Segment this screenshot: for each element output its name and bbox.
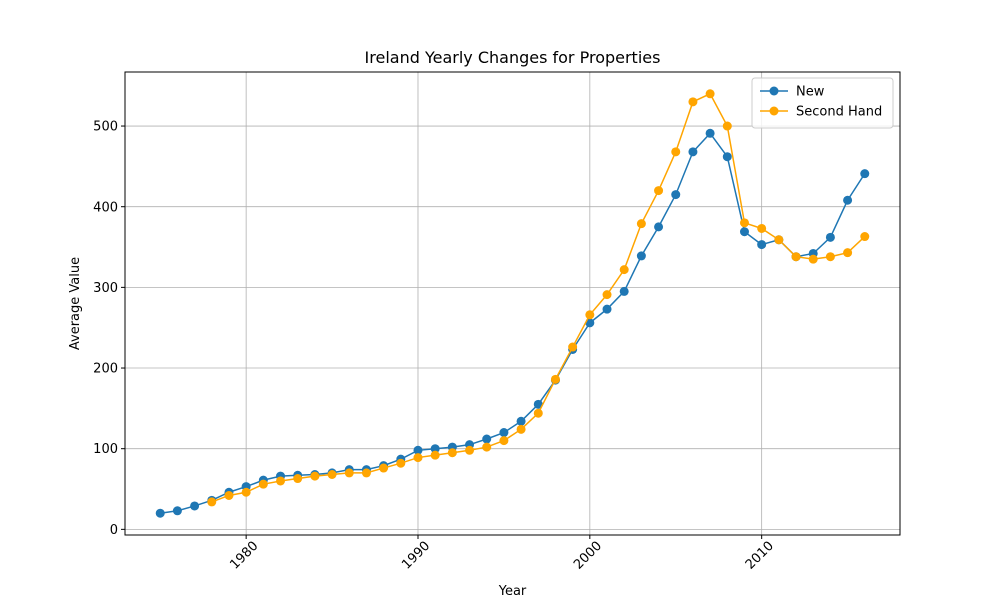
data-point-second-hand — [293, 474, 303, 484]
x-tick-label: 2010 — [743, 539, 777, 573]
grid-layer — [125, 72, 900, 535]
y-tick-label: 100 — [93, 442, 118, 457]
y-tick-label: 0 — [110, 523, 118, 538]
data-point-new — [705, 128, 715, 138]
data-point-second-hand — [413, 453, 423, 463]
data-point-second-hand — [310, 471, 320, 481]
data-point-new — [825, 232, 835, 242]
legend-marker-new — [769, 86, 779, 96]
data-point-new — [843, 195, 853, 205]
y-tick-label: 300 — [93, 281, 118, 296]
data-point-new — [671, 190, 681, 200]
x-tick-label: 1990 — [399, 539, 433, 573]
data-point-second-hand — [207, 497, 217, 507]
y-tick-label: 400 — [93, 200, 118, 215]
data-point-new — [619, 286, 629, 296]
data-point-second-hand — [327, 470, 337, 480]
data-point-new — [533, 399, 543, 409]
x-axis-label: Year — [498, 584, 527, 599]
legend-items: New Second Hand — [760, 85, 882, 120]
legend-label-second-hand: Second Hand — [796, 105, 882, 120]
data-point-new — [190, 501, 200, 511]
data-point-second-hand — [739, 218, 749, 228]
data-point-new — [860, 169, 870, 179]
data-point-second-hand — [860, 232, 870, 242]
data-point-new — [688, 147, 698, 157]
data-point-new — [413, 445, 423, 455]
series-line-second-hand — [211, 92, 866, 503]
data-point-second-hand — [843, 248, 853, 258]
data-point-second-hand — [276, 476, 286, 486]
x-tick-label: 2000 — [571, 539, 605, 573]
data-point-second-hand — [465, 445, 475, 455]
y-tick-label: 200 — [93, 362, 118, 377]
data-point-second-hand — [482, 442, 492, 452]
data-point-second-hand — [224, 490, 234, 500]
data-point-second-hand — [516, 424, 526, 434]
data-point-new — [636, 251, 646, 261]
data-point-second-hand — [619, 265, 629, 275]
data-point-new — [172, 506, 182, 516]
data-point-second-hand — [430, 450, 440, 460]
data-point-new — [516, 416, 526, 426]
series-line-new — [160, 132, 866, 514]
data-point-new — [482, 434, 492, 444]
chart-title: Ireland Yearly Changes for Properties — [365, 48, 661, 67]
legend-label-new: New — [796, 85, 825, 100]
data-point-second-hand — [602, 290, 612, 300]
data-point-new — [722, 152, 732, 162]
data-point-new — [602, 304, 612, 314]
data-point-second-hand — [636, 219, 646, 229]
data-point-second-hand — [757, 223, 767, 233]
plot-area — [124, 71, 901, 536]
data-point-second-hand — [654, 186, 664, 196]
data-point-second-hand — [550, 374, 560, 384]
data-point-second-hand — [379, 463, 389, 473]
data-point-new — [155, 508, 165, 518]
data-point-second-hand — [705, 89, 715, 99]
data-point-second-hand — [585, 310, 595, 320]
data-point-new — [757, 240, 767, 250]
legend-marker-second-hand — [769, 106, 779, 116]
data-point-second-hand — [722, 121, 732, 131]
legend: New Second Hand — [751, 77, 894, 129]
data-point-new — [499, 428, 509, 438]
y-tick-label: 500 — [93, 120, 118, 135]
data-point-second-hand — [361, 468, 371, 478]
data-point-second-hand — [808, 254, 818, 264]
data-point-second-hand — [447, 448, 457, 458]
data-point-second-hand — [568, 342, 578, 352]
series-layer — [155, 89, 870, 518]
data-point-second-hand — [688, 97, 698, 107]
data-point-second-hand — [825, 252, 835, 262]
data-point-second-hand — [344, 468, 354, 478]
data-point-second-hand — [258, 479, 268, 489]
data-point-second-hand — [791, 252, 801, 262]
data-point-new — [430, 444, 440, 454]
y-axis-label: Average Value — [68, 257, 83, 350]
x-tick-label: 1980 — [227, 539, 261, 573]
data-point-second-hand — [241, 487, 251, 497]
data-point-second-hand — [396, 458, 406, 468]
data-point-new — [654, 222, 664, 232]
data-point-second-hand — [671, 147, 681, 157]
data-point-second-hand — [533, 408, 543, 418]
data-point-second-hand — [499, 436, 509, 446]
data-point-second-hand — [774, 235, 784, 245]
data-point-new — [739, 227, 749, 237]
